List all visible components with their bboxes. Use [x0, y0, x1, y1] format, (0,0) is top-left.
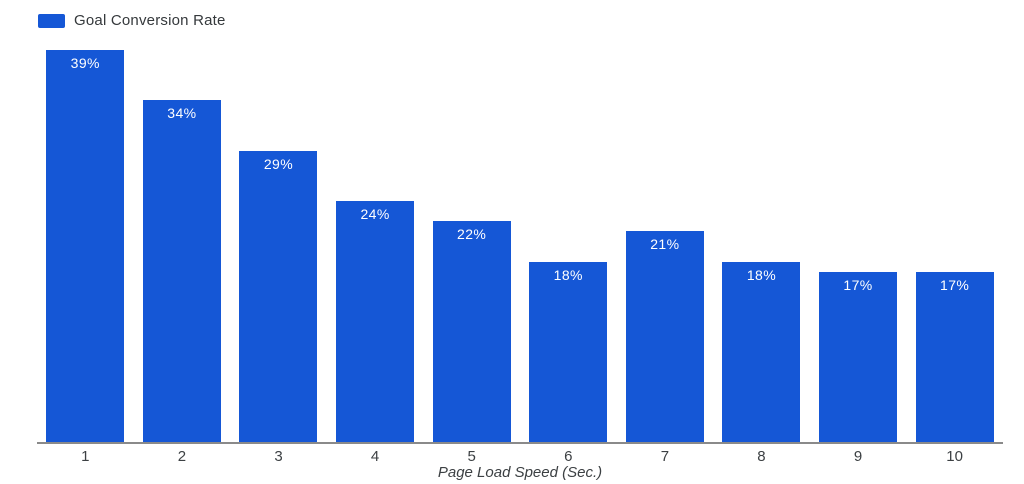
bar-group: 34%: [134, 40, 231, 443]
bar-value-label: 18%: [553, 266, 583, 283]
legend-label: Goal Conversion Rate: [74, 12, 226, 29]
x-axis-tick-label: 2: [177, 448, 187, 465]
bar: 18%: [722, 261, 801, 443]
bar: 24%: [336, 201, 415, 443]
bar-group: 24%: [327, 40, 424, 443]
bar-group: 21%: [617, 40, 714, 443]
bar: 29%: [239, 150, 318, 443]
bar-group: 29%: [230, 40, 327, 443]
bar: 18%: [529, 261, 608, 443]
bar: 39%: [46, 50, 125, 443]
bar-value-label: 17%: [843, 276, 873, 293]
x-axis-ticks: 1 2 3 4 5 6 7 8 9 10: [37, 448, 1003, 465]
x-axis-tick-label: 10: [946, 448, 963, 465]
bar-value-label: 34%: [167, 105, 197, 122]
x-axis-tick-label: 6: [564, 448, 573, 465]
bar-value-label: 18%: [746, 266, 777, 283]
x-axis-tick-label: 5: [467, 448, 476, 465]
x-axis-tick-label: 4: [370, 448, 380, 465]
legend-swatch: [38, 13, 65, 28]
x-axis-line: [37, 442, 1003, 444]
bar-group: 18%: [520, 40, 617, 443]
bar-value-label: 29%: [263, 155, 294, 172]
x-axis-tick-label: 9: [853, 448, 863, 465]
bar-value-label: 24%: [360, 206, 390, 223]
bar: 17%: [915, 271, 994, 443]
bar-value-label: 21%: [650, 236, 680, 253]
bar-group: 18%: [713, 40, 810, 443]
bar-value-label: 39%: [70, 55, 100, 72]
x-axis-title: Page Load Speed (Sec.): [437, 464, 603, 481]
bar: 34%: [142, 100, 221, 443]
x-axis-tick-label: 3: [274, 448, 283, 465]
bar: 22%: [432, 221, 511, 443]
plot-area: 39% 34% 29% 24% 22% 18% 21% 18% 17% 17%: [37, 40, 1003, 443]
bar-group: 17%: [906, 40, 1003, 443]
x-axis-tick-label: 8: [757, 448, 766, 465]
bar-group: 17%: [810, 40, 907, 443]
x-axis-tick-label: 7: [660, 448, 670, 465]
x-axis-tick-label: 1: [81, 448, 90, 465]
bar: 17%: [819, 271, 898, 443]
bar-group: 22%: [423, 40, 520, 443]
bar-group: 39%: [37, 40, 134, 443]
bar-value-label: 17%: [940, 276, 970, 293]
bar: 21%: [625, 231, 704, 443]
bar-value-label: 22%: [457, 226, 487, 243]
legend: Goal Conversion Rate: [38, 12, 226, 29]
